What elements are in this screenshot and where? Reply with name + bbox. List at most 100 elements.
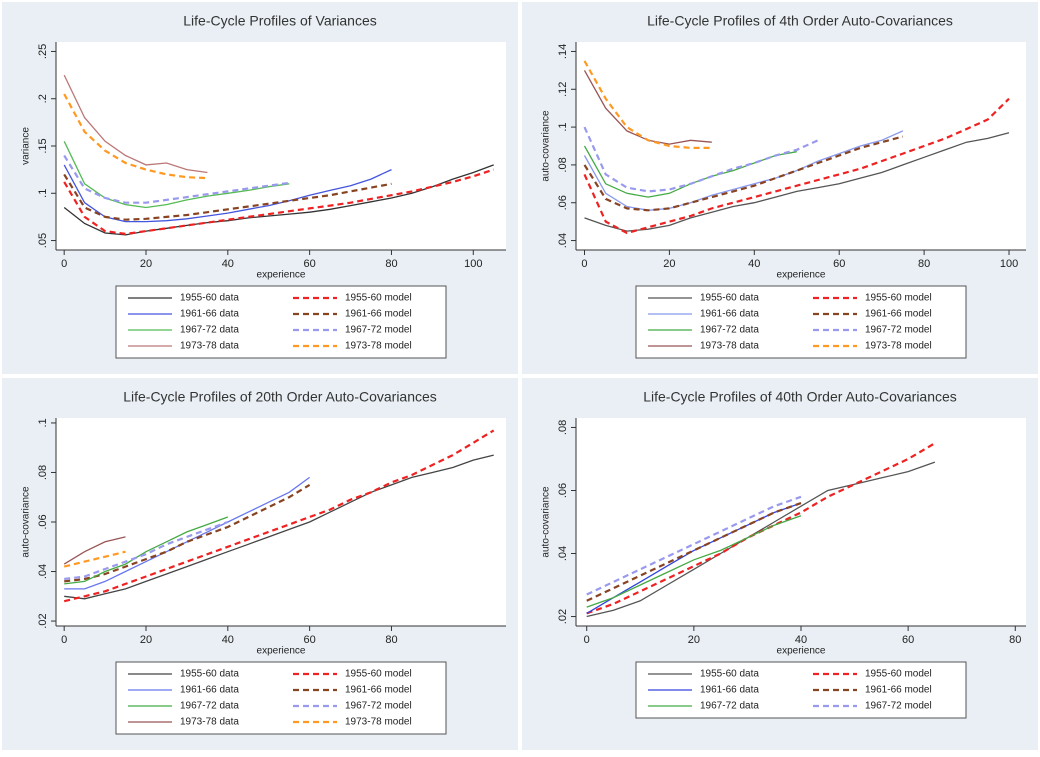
legend-label: 1967-72 data	[180, 325, 239, 336]
legend-label: 1955-60 data	[180, 669, 239, 680]
legend-label: 1973-78 data	[180, 341, 239, 352]
series-line	[64, 454, 494, 600]
x-tick-label: 80	[385, 634, 397, 646]
legend-label: 1955-60 data	[180, 293, 239, 304]
legend-label: 1973-78 data	[700, 341, 759, 352]
series-line	[64, 520, 229, 581]
legend-label: 1955-60 model	[345, 293, 412, 304]
legend-label: 1967-72 data	[700, 701, 759, 712]
legend-label: 1967-72 data	[700, 325, 759, 336]
series-line	[583, 135, 904, 212]
chart-title: Life-Cycle Profiles of Variances	[183, 13, 376, 29]
legend-label: 1967-72 model	[865, 325, 932, 336]
x-tick-label: 20	[688, 634, 700, 646]
series-line	[63, 429, 495, 603]
series-line	[586, 515, 802, 608]
y-tick-label: .08	[557, 420, 569, 435]
y-tick-label: .04	[557, 233, 569, 248]
y-tick-label: .05	[37, 233, 49, 248]
legend-label: 1967-72 model	[345, 701, 412, 712]
y-tick-label: .02	[557, 609, 569, 624]
legend-label: 1961-66 model	[865, 685, 932, 696]
y-tick-label: .08	[37, 465, 49, 480]
plot-area	[576, 42, 1026, 250]
y-tick-label: .15	[37, 138, 49, 153]
y-tick-label: .04	[37, 564, 49, 579]
y-tick-label: .25	[37, 44, 49, 59]
y-tick-label: .06	[557, 195, 569, 210]
y-tick-label: .06	[37, 514, 49, 529]
x-tick-label: 80	[385, 258, 397, 270]
y-tick-label: .06	[557, 483, 569, 498]
plot-area	[576, 418, 1026, 626]
series-line	[63, 164, 392, 223]
x-tick-label: 60	[304, 258, 316, 270]
y-axis-title: variance	[21, 127, 32, 165]
chart-title: Life-Cycle Profiles of 4th Order Auto-Co…	[647, 13, 953, 29]
y-tick-label: .1	[37, 418, 49, 427]
series-line	[64, 483, 311, 583]
legend-label: 1955-60 model	[345, 669, 412, 680]
series-line	[63, 141, 290, 209]
x-tick-label: 40	[748, 258, 760, 270]
legend-label: 1961-66 data	[700, 685, 759, 696]
x-tick-label: 0	[584, 634, 590, 646]
series-line	[64, 476, 310, 590]
series-line	[63, 550, 126, 568]
x-tick-label: 60	[902, 634, 914, 646]
x-tick-label: 80	[918, 258, 930, 270]
x-tick-label: 20	[140, 634, 152, 646]
legend-label: 1973-78 model	[345, 341, 412, 352]
legend-label: 1973-78 data	[180, 717, 239, 728]
y-tick-label: .12	[557, 82, 569, 97]
legend-label: 1967-72 model	[345, 325, 412, 336]
legend-label: 1955-60 data	[700, 669, 759, 680]
y-axis-title: auto-covariance	[21, 486, 32, 558]
x-axis-title: experience	[777, 646, 826, 657]
legend-label: 1961-66 data	[180, 685, 239, 696]
series-line	[63, 168, 495, 236]
y-tick-label: .1	[557, 122, 569, 131]
plot-area	[56, 418, 506, 626]
series-line	[64, 516, 229, 585]
legend-label: 1955-60 model	[865, 669, 932, 680]
y-tick-label: .04	[557, 546, 569, 561]
series-line	[586, 502, 802, 614]
x-tick-label: 80	[1009, 634, 1021, 646]
y-tick-label: .14	[557, 44, 569, 59]
series-line	[583, 126, 819, 193]
series-line	[63, 173, 392, 221]
legend-label: 1955-60 model	[865, 293, 932, 304]
series-line	[63, 536, 126, 565]
chart-title: Life-Cycle Profiles of 20th Order Auto-C…	[123, 389, 437, 405]
y-tick-label: .1	[37, 189, 49, 198]
series-line	[586, 461, 936, 618]
legend-label: 1961-66 model	[345, 685, 412, 696]
legend-label: 1961-66 model	[865, 309, 932, 320]
x-axis-title: experience	[777, 270, 826, 281]
x-tick-label: 60	[304, 634, 316, 646]
chart-title: Life-Cycle Profiles of 40th Order Auto-C…	[643, 389, 957, 405]
x-tick-label: 100	[464, 258, 482, 270]
y-axis-title: auto-covariance	[541, 110, 552, 182]
x-axis-title: experience	[257, 270, 306, 281]
y-tick-label: .2	[37, 94, 49, 103]
legend-label: 1973-78 model	[865, 341, 932, 352]
series-line	[583, 60, 712, 149]
y-axis-title: auto-covariance	[541, 486, 552, 558]
x-axis-title: experience	[257, 646, 306, 657]
x-tick-label: 100	[1000, 258, 1018, 270]
legend-label: 1961-66 data	[180, 309, 239, 320]
x-tick-label: 60	[833, 258, 845, 270]
legend-label: 1967-72 model	[865, 701, 932, 712]
x-tick-label: 0	[61, 634, 67, 646]
x-tick-label: 40	[222, 258, 234, 270]
legend-label: 1967-72 data	[180, 701, 239, 712]
plot-area	[56, 42, 506, 250]
series-line	[63, 74, 208, 174]
x-tick-label: 0	[61, 258, 67, 270]
x-tick-label: 20	[140, 258, 152, 270]
x-tick-label: 0	[581, 258, 587, 270]
